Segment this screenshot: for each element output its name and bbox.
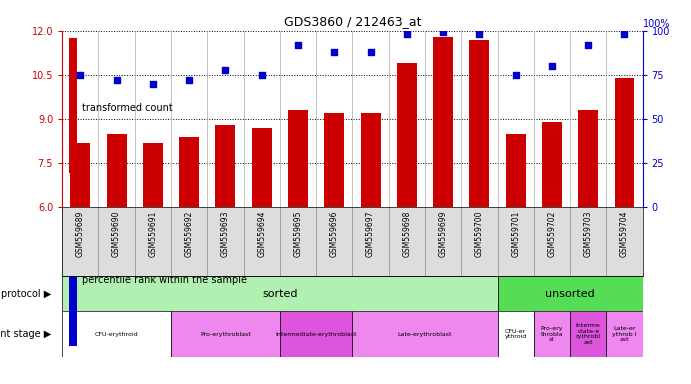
- Text: GSM559698: GSM559698: [402, 211, 411, 257]
- Text: Interme
diate-e
rythrobl
ast: Interme diate-e rythrobl ast: [576, 323, 600, 345]
- Text: percentile rank within the sample: percentile rank within the sample: [82, 275, 247, 285]
- Bar: [433, 36, 453, 207]
- Text: CFU-er
ythroid: CFU-er ythroid: [504, 329, 527, 339]
- Point: [292, 42, 303, 48]
- Bar: [607, 311, 643, 357]
- Bar: [62, 276, 498, 311]
- Bar: [506, 134, 526, 207]
- Point: [329, 49, 340, 55]
- Point: [220, 66, 231, 73]
- Text: unsorted: unsorted: [545, 289, 595, 299]
- Bar: [288, 110, 308, 207]
- Text: Pro-erythroblast: Pro-erythroblast: [200, 331, 251, 337]
- Text: GSM559703: GSM559703: [584, 211, 593, 257]
- Text: GSM559702: GSM559702: [547, 211, 556, 257]
- Text: GSM559699: GSM559699: [439, 211, 448, 257]
- Bar: [498, 276, 643, 311]
- Point: [401, 31, 413, 37]
- Point: [111, 77, 122, 83]
- Text: development stage ▶: development stage ▶: [0, 329, 51, 339]
- Bar: [397, 63, 417, 207]
- Point: [547, 63, 558, 69]
- Text: Intermediate-erythroblast: Intermediate-erythroblast: [276, 331, 357, 337]
- Bar: [216, 125, 236, 207]
- Point: [256, 72, 267, 78]
- Point: [437, 30, 448, 36]
- Bar: [62, 311, 171, 357]
- Bar: [469, 40, 489, 207]
- Bar: [498, 311, 533, 357]
- Text: protocol ▶: protocol ▶: [1, 289, 51, 299]
- Text: GSM559691: GSM559691: [149, 211, 158, 257]
- Text: GSM559704: GSM559704: [620, 211, 629, 257]
- Bar: [69, 38, 77, 173]
- Text: sorted: sorted: [262, 289, 298, 299]
- Point: [619, 31, 630, 37]
- Text: GSM559689: GSM559689: [76, 211, 85, 257]
- Point: [510, 72, 521, 78]
- Text: CFU-erythroid: CFU-erythroid: [95, 331, 138, 337]
- Bar: [361, 113, 381, 207]
- Title: GDS3860 / 212463_at: GDS3860 / 212463_at: [284, 15, 421, 28]
- Text: GSM559695: GSM559695: [294, 211, 303, 257]
- Text: GSM559701: GSM559701: [511, 211, 520, 257]
- Bar: [614, 78, 634, 207]
- Bar: [352, 311, 498, 357]
- Text: GSM559697: GSM559697: [366, 211, 375, 257]
- Text: Late-erythroblast: Late-erythroblast: [398, 331, 452, 337]
- Text: GSM559692: GSM559692: [184, 211, 193, 257]
- Text: transformed count: transformed count: [82, 103, 172, 113]
- Text: GSM559690: GSM559690: [112, 211, 121, 257]
- Point: [147, 81, 158, 87]
- Bar: [280, 311, 352, 357]
- Text: Pro-ery
throbla
st: Pro-ery throbla st: [540, 326, 563, 343]
- Bar: [106, 134, 126, 207]
- Bar: [143, 142, 163, 207]
- Text: GSM559700: GSM559700: [475, 211, 484, 257]
- Bar: [252, 128, 272, 207]
- Point: [184, 77, 195, 83]
- Bar: [171, 311, 280, 357]
- Point: [75, 72, 86, 78]
- Point: [474, 31, 485, 37]
- Bar: [542, 122, 562, 207]
- Bar: [570, 311, 607, 357]
- Bar: [533, 311, 570, 357]
- Point: [365, 49, 376, 55]
- Bar: [69, 211, 77, 346]
- Text: GSM559693: GSM559693: [221, 211, 230, 257]
- Text: GSM559696: GSM559696: [330, 211, 339, 257]
- Bar: [179, 137, 199, 207]
- Bar: [324, 113, 344, 207]
- Bar: [70, 142, 91, 207]
- Text: GSM559694: GSM559694: [257, 211, 266, 257]
- Text: Late-er
ythrob l
ast: Late-er ythrob l ast: [612, 326, 636, 343]
- Text: 100%: 100%: [643, 19, 670, 29]
- Point: [583, 42, 594, 48]
- Bar: [578, 110, 598, 207]
